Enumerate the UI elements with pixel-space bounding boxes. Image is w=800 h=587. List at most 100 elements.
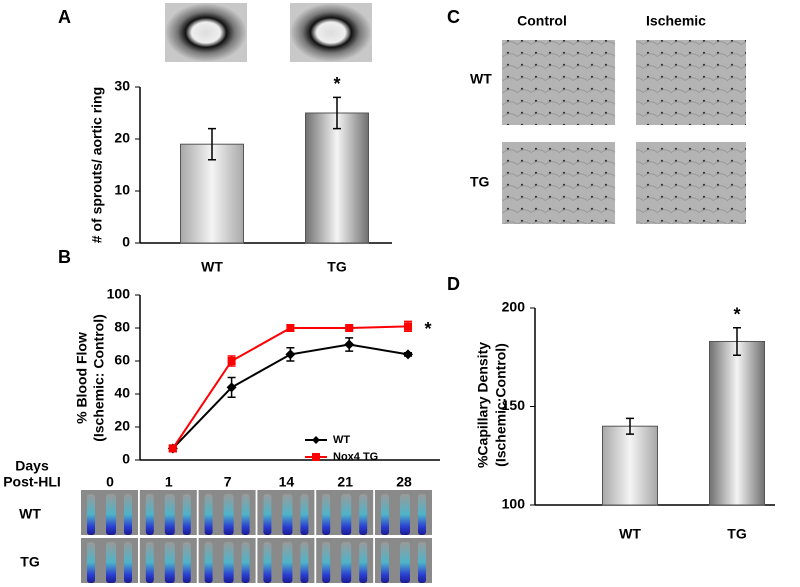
tissue-image (636, 142, 746, 224)
tissue-image (502, 40, 615, 125)
annotation: * (424, 319, 431, 339)
limb (145, 542, 154, 583)
y-axis-label: (Ischemic:Control) (493, 343, 509, 467)
bar (602, 425, 658, 506)
limb (359, 494, 368, 535)
limb (400, 494, 410, 535)
limb (124, 494, 132, 535)
annotation: * (333, 74, 340, 94)
limb (106, 494, 116, 535)
marker (286, 324, 295, 332)
marker (403, 349, 413, 360)
limb (341, 494, 352, 535)
y-tick-label: 80 (114, 319, 130, 335)
annotation: * (733, 304, 740, 324)
x-axis-label: Post-HLI (3, 474, 61, 490)
limb (145, 494, 154, 535)
x-tick-label: 28 (396, 474, 412, 490)
marker (285, 349, 296, 360)
limb (164, 542, 175, 583)
x-tick-label: TG (327, 259, 347, 275)
row-label: TG (470, 174, 490, 190)
panel-label: D (447, 274, 460, 294)
y-tick-label: 150 (502, 397, 526, 413)
limb (182, 494, 191, 535)
y-tick-label: 10 (114, 182, 130, 198)
marker (345, 324, 354, 332)
limb (400, 542, 410, 583)
marker (344, 339, 355, 350)
legend-marker (312, 436, 320, 444)
error-bar (333, 96, 341, 130)
panel-label: A (58, 7, 71, 27)
x-tick-label: 14 (279, 474, 295, 490)
column-label: Control (517, 13, 567, 29)
limb (300, 494, 309, 535)
y-axis-label: % Blood Flow (74, 332, 90, 424)
legend-label: Nox4 TG (333, 451, 378, 463)
row-label: TG (20, 554, 40, 570)
x-tick-label: TG (727, 526, 747, 542)
limb (87, 494, 95, 535)
panel-label: C (447, 7, 460, 27)
x-tick-label: 7 (224, 474, 232, 490)
limb (204, 542, 213, 583)
y-tick-label: 60 (114, 352, 130, 368)
y-tick-label: 0 (122, 451, 130, 467)
limb (164, 494, 175, 535)
y-tick-label: 100 (107, 286, 131, 302)
panel-label: B (58, 247, 71, 267)
limb (182, 542, 191, 583)
column-label: Ischemic (646, 13, 706, 29)
aortic-ring-image (165, 3, 247, 62)
limb (282, 494, 293, 535)
limb (322, 494, 331, 535)
limb (263, 542, 272, 583)
limb (359, 542, 368, 583)
y-axis-label: %Capillary Density (475, 342, 491, 468)
limb (223, 542, 234, 583)
marker (168, 444, 177, 453)
y-tick-label: 40 (114, 385, 130, 401)
row-label: WT (470, 71, 492, 87)
error-bar (208, 127, 216, 161)
x-tick-label: 0 (106, 474, 114, 490)
tissue-image (502, 142, 615, 224)
limb (263, 494, 272, 535)
series-line (171, 325, 409, 450)
y-tick-label: 20 (114, 130, 130, 146)
limb (341, 542, 352, 583)
y-tick-label: 30 (114, 78, 130, 94)
marker (227, 357, 236, 365)
bar (180, 143, 244, 244)
limb (204, 494, 213, 535)
limb (418, 542, 426, 583)
error-bar (733, 326, 741, 357)
limb (300, 542, 309, 583)
x-tick-label: 1 (165, 474, 173, 490)
limb (223, 494, 234, 535)
legend-label: WT (333, 434, 350, 446)
x-axis-label: Days (15, 458, 49, 474)
y-tick-label: 200 (502, 299, 526, 315)
limb (322, 542, 331, 583)
bar (709, 340, 765, 506)
limb (124, 542, 132, 583)
limb (381, 494, 389, 535)
marker (404, 322, 412, 331)
legend-marker (312, 453, 320, 461)
marker (226, 382, 237, 393)
limb (241, 494, 250, 535)
y-axis-label: (Ischemic: Control) (91, 314, 107, 442)
limb (381, 542, 389, 583)
y-tick-label: 20 (114, 418, 130, 434)
x-tick-label: WT (201, 259, 223, 275)
tissue-image (636, 40, 746, 125)
limb (282, 542, 293, 583)
bar (305, 112, 369, 244)
error-bar (626, 417, 634, 435)
y-tick-label: 100 (502, 496, 526, 512)
row-label: WT (19, 506, 41, 522)
limb (106, 542, 116, 583)
